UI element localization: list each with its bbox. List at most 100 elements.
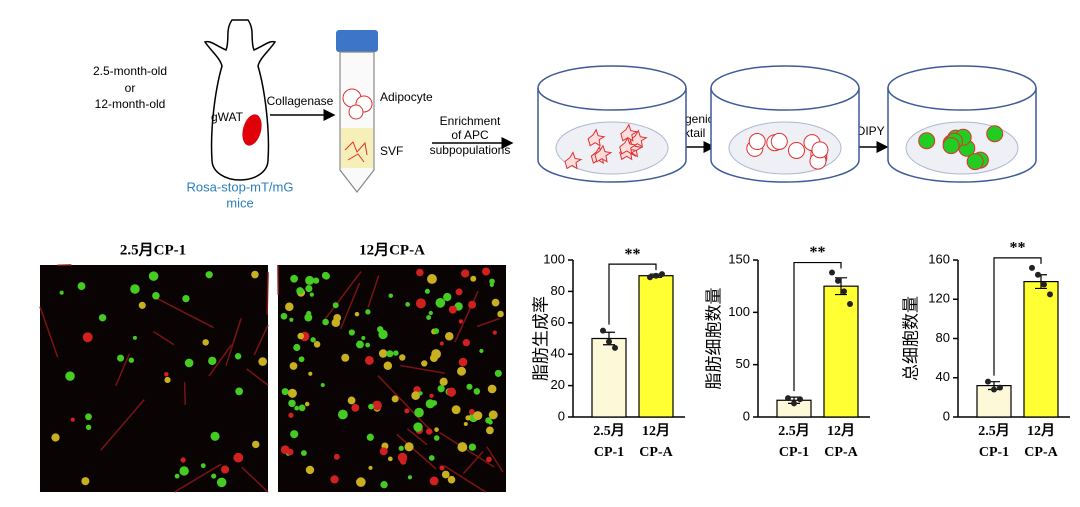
cell <box>287 388 297 398</box>
cell <box>437 385 445 393</box>
cell <box>429 476 439 486</box>
cell <box>418 391 423 396</box>
cell <box>365 309 371 315</box>
tube <box>339 51 375 193</box>
process <box>100 399 145 451</box>
cell <box>488 410 498 420</box>
cell <box>210 431 220 441</box>
cell <box>366 433 374 441</box>
age-label: 12-month-old <box>95 97 166 111</box>
bar <box>1023 280 1059 418</box>
dish-rim <box>537 65 687 111</box>
process <box>462 451 484 475</box>
cell <box>308 371 313 376</box>
cell <box>462 339 470 347</box>
cell <box>98 314 107 322</box>
mouse-line: Rosa-stop-mT/mG <box>187 179 294 194</box>
cell <box>434 427 439 432</box>
cell <box>446 387 457 397</box>
process <box>208 344 233 377</box>
y-tick-label: 120 <box>928 291 950 306</box>
cell <box>286 448 294 456</box>
cell <box>258 357 267 366</box>
cell <box>473 388 481 395</box>
cell <box>433 435 440 441</box>
cell <box>788 141 806 159</box>
bar <box>591 337 627 418</box>
data-point <box>653 272 659 279</box>
cell <box>748 133 766 151</box>
data-point <box>829 269 835 276</box>
data-point <box>606 338 612 345</box>
y-tick-label: 60 <box>551 314 565 329</box>
cell <box>415 298 426 309</box>
cell <box>128 357 135 363</box>
tube-cap <box>336 30 378 52</box>
cell <box>457 442 468 452</box>
data-point <box>985 378 991 385</box>
data-point <box>997 384 1003 391</box>
x-tick-label: 2.5月 CP-1 <box>978 423 1010 460</box>
data-point <box>1047 291 1053 298</box>
cell <box>489 278 495 285</box>
significance-label: ** <box>625 246 641 263</box>
y-tick-label: 40 <box>936 369 950 384</box>
x-tick-label: 2.5月 CP-1 <box>778 423 810 460</box>
cell <box>59 290 64 295</box>
cell <box>200 463 206 469</box>
mouse-line: mice <box>226 195 253 210</box>
cell <box>361 336 366 341</box>
y-tick-label: 160 <box>928 251 950 266</box>
cell <box>322 272 330 280</box>
cell <box>331 318 341 327</box>
cell <box>347 396 356 405</box>
cell <box>470 275 477 282</box>
process <box>153 330 175 346</box>
step-label: Enrichment <box>440 114 501 128</box>
cell <box>252 440 260 449</box>
process <box>406 428 428 446</box>
bar <box>823 285 859 418</box>
cell <box>332 302 339 309</box>
cell <box>398 445 404 451</box>
y-axis-label: 脂肪生成率 <box>531 296 550 381</box>
cell <box>387 456 393 462</box>
significance-label: ** <box>1010 240 1026 257</box>
dish-rim <box>887 65 1037 111</box>
data-point <box>991 386 997 393</box>
cell <box>333 453 340 460</box>
y-tick-label: 100 <box>543 251 565 266</box>
cell <box>620 123 639 142</box>
data-point <box>647 274 653 281</box>
data-point <box>1041 281 1047 288</box>
cell <box>341 353 350 362</box>
cell <box>290 430 299 439</box>
cell <box>482 267 491 276</box>
cell <box>322 318 329 326</box>
process <box>377 375 434 434</box>
cell <box>424 288 430 294</box>
cell <box>447 475 456 484</box>
cell <box>356 340 364 349</box>
cell <box>468 443 477 451</box>
cell <box>466 383 473 390</box>
cell <box>393 350 399 356</box>
cell <box>444 331 454 341</box>
data-point <box>600 327 606 334</box>
age-label: or <box>125 81 136 95</box>
cell <box>368 403 374 410</box>
cell <box>288 399 296 408</box>
cell <box>435 298 446 308</box>
cell <box>383 361 393 370</box>
cell <box>416 268 424 277</box>
cell <box>180 457 186 463</box>
y-tick-label: 150 <box>728 251 750 266</box>
cell <box>208 356 217 366</box>
micrographs <box>39 264 506 493</box>
cell <box>433 328 440 335</box>
cell <box>379 447 388 456</box>
process <box>183 382 186 405</box>
process <box>324 271 362 320</box>
cell <box>298 404 306 412</box>
depot-label: gWAT <box>211 110 244 124</box>
